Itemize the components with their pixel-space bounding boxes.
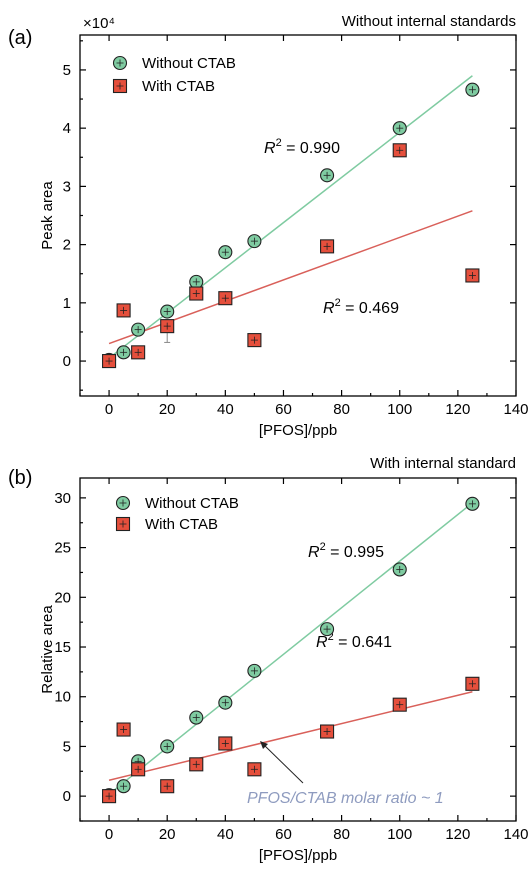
- y-tick-label: 0: [63, 353, 71, 370]
- r2-label-without-ctab: R2 = 0.990: [264, 137, 340, 157]
- y-tick-label: 30: [54, 490, 71, 507]
- y-tick-label: 3: [63, 178, 71, 195]
- chart-title: Without internal standards: [342, 13, 516, 30]
- x-tick-label: 80: [333, 401, 350, 418]
- x-tick-label: 140: [503, 826, 528, 843]
- r2-label-without-ctab: R2 = 0.995: [308, 541, 384, 561]
- y-tick-label: 20: [54, 589, 71, 606]
- panel-label: (a): [8, 27, 32, 49]
- x-tick-label: 80: [333, 826, 350, 843]
- annotation-arrow-head: [260, 741, 268, 749]
- x-tick-label: 60: [275, 401, 292, 418]
- y-tick-label: 4: [63, 120, 71, 137]
- y-tick-label: 25: [54, 540, 71, 557]
- y-axis-label: Peak area: [39, 181, 56, 250]
- x-tick-label: 120: [445, 401, 470, 418]
- plot-frame: [79, 477, 517, 822]
- x-axis-label: [PFOS]/ppb: [259, 422, 337, 439]
- r2-label-with-ctab: R2 = 0.469: [323, 297, 399, 317]
- fit-line-with-ctab: [108, 691, 473, 781]
- legend-label-with-ctab: With CTAB: [142, 78, 215, 95]
- y-axis-label: Relative area: [39, 605, 56, 694]
- chart-panel-a: 0 20 40 60 80 100 120 140 0 1 2 3 4 5 [PFOS]/ppb Peak a…: [8, 13, 529, 439]
- y-multiplier-label: ×10⁴: [83, 15, 115, 32]
- x-tick-label: 0: [105, 401, 113, 418]
- y-tick-label: 10: [54, 689, 71, 706]
- x-tick-label: 20: [159, 401, 176, 418]
- annotation-text: PFOS/CTAB molar ratio ~ 1: [247, 790, 444, 807]
- panel-label: (b): [8, 467, 32, 489]
- y-tick-label: 2: [63, 237, 71, 254]
- y-tick-label: 5: [63, 738, 71, 755]
- x-tick-label: 60: [275, 826, 292, 843]
- x-tick-label: 0: [105, 826, 113, 843]
- x-tick-label: 40: [217, 401, 234, 418]
- x-tick-label: 100: [387, 826, 412, 843]
- x-tick-label: 20: [159, 826, 176, 843]
- x-tick-label: 40: [217, 826, 234, 843]
- x-tick-label: 140: [503, 401, 528, 418]
- chart-panel-b: 0 20 40 60 80 100 120 140 0 5 10 15 20 25 30 [PFOS]/ppb…: [8, 455, 529, 864]
- x-tick-label: 100: [387, 401, 412, 418]
- y-tick-label: 5: [63, 62, 71, 79]
- legend-label-without-ctab: Without CTAB: [142, 55, 236, 72]
- chart-title: With internal standard: [370, 455, 516, 472]
- r2-label-with-ctab: R2 = 0.641: [316, 631, 392, 651]
- legend-label-without-ctab: Without CTAB: [145, 495, 239, 512]
- legend-label-with-ctab: With CTAB: [145, 516, 218, 533]
- x-axis-label: [PFOS]/ppb: [259, 847, 337, 864]
- x-tick-label: 120: [445, 826, 470, 843]
- y-tick-label: 1: [63, 295, 71, 312]
- annotation-arrow: [262, 743, 304, 784]
- y-tick-label: 15: [54, 639, 71, 656]
- y-tick-label: 0: [63, 788, 71, 805]
